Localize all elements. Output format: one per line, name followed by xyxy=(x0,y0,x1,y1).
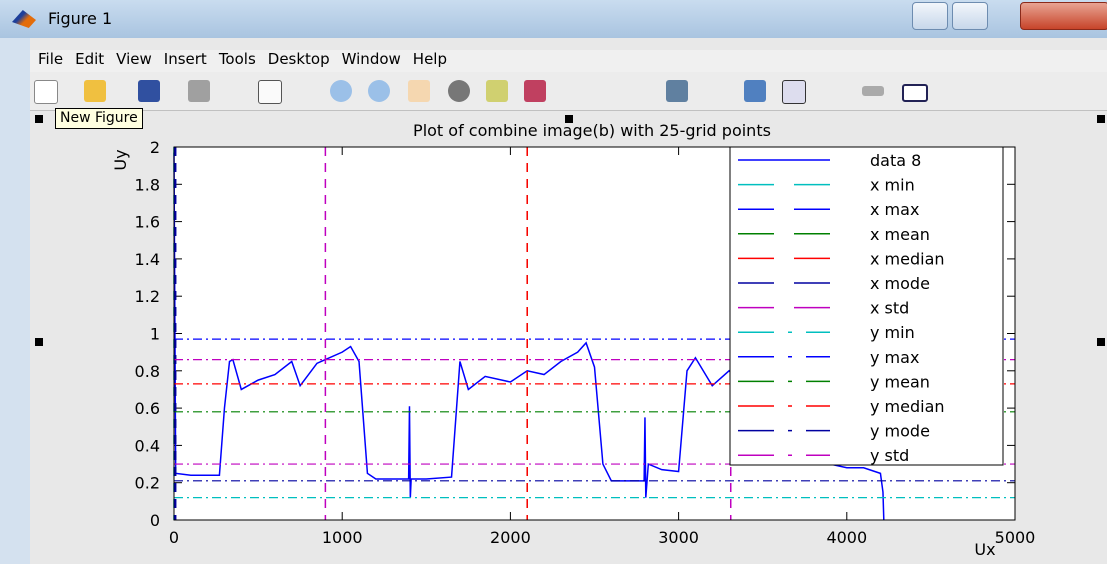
y-tick-label: 1.8 xyxy=(135,175,160,194)
legend-label: x mean xyxy=(870,225,930,244)
menu-item[interactable]: File xyxy=(38,50,64,68)
legend-label: x median xyxy=(870,249,945,268)
window-title: Figure 1 xyxy=(48,9,113,28)
axes-box xyxy=(173,146,1016,521)
data-cursor-icon[interactable] xyxy=(486,80,508,102)
data-line xyxy=(173,152,885,521)
legend-label: data 8 xyxy=(870,151,921,170)
colorbar-icon[interactable] xyxy=(744,80,766,102)
y-tick-label: 0 xyxy=(150,511,160,530)
close-button[interactable] xyxy=(1020,2,1107,30)
legend-label: y mode xyxy=(870,422,930,441)
zoom-in-icon[interactable] xyxy=(330,80,352,102)
x-axis-label: Ux xyxy=(974,540,995,559)
legend-label: x mode xyxy=(870,274,930,293)
save-icon[interactable] xyxy=(138,80,160,102)
y-axis-label: Uy xyxy=(111,149,130,170)
pan-icon[interactable] xyxy=(408,80,430,102)
x-tick-label: 2000 xyxy=(490,528,531,547)
toolbar xyxy=(30,72,1107,111)
x-tick-label: 0 xyxy=(169,528,179,547)
y-tick-label: 1.2 xyxy=(135,287,160,306)
legend-icon[interactable] xyxy=(782,80,806,104)
open-icon[interactable] xyxy=(84,80,106,102)
new-figure-icon[interactable] xyxy=(34,80,58,104)
chart-title: Plot of combine image(b) with 25-grid po… xyxy=(413,121,771,140)
y-tick-label: 1 xyxy=(150,325,160,344)
print-icon[interactable] xyxy=(188,80,210,102)
tooltip: New Figure xyxy=(55,108,143,129)
link-icon[interactable] xyxy=(666,80,688,102)
legend: data 8 x min x max x mean x median x mode x st… xyxy=(729,146,1004,466)
legend-label: x std xyxy=(870,299,909,318)
legend-label: x max xyxy=(870,200,919,219)
x-tick-label: 5000 xyxy=(995,528,1036,547)
edit-plot-icon[interactable] xyxy=(258,80,282,104)
legend-label: y std xyxy=(870,446,909,465)
minimize-button[interactable] xyxy=(912,2,948,30)
menu-item[interactable]: Insert xyxy=(163,50,207,68)
menu-item[interactable]: Edit xyxy=(75,50,105,68)
x-tick-label: 1000 xyxy=(322,528,363,547)
menu-bar: File Edit View Insert Tools Desktop Window Help xyxy=(30,50,1107,72)
legend-box xyxy=(729,146,1004,466)
handle xyxy=(35,338,43,346)
rotate-icon[interactable] xyxy=(448,80,470,102)
maximize-button[interactable] xyxy=(952,2,988,30)
x-tick-label: 3000 xyxy=(658,528,699,547)
handle xyxy=(1097,338,1105,346)
window-frame xyxy=(0,38,30,564)
y-tick-label: 0.4 xyxy=(135,436,160,455)
show-tools-icon[interactable] xyxy=(902,84,928,102)
x-tick-label: 4000 xyxy=(826,528,867,547)
legend-label: y median xyxy=(870,397,945,416)
legend-label: y mean xyxy=(870,372,930,391)
y-tick-label: 0.6 xyxy=(135,399,160,418)
menu-item[interactable]: Desktop xyxy=(267,50,330,68)
handle xyxy=(1097,115,1105,123)
hide-tools-icon[interactable] xyxy=(862,86,884,96)
zoom-out-icon[interactable] xyxy=(368,80,390,102)
menu-item[interactable]: Tools xyxy=(218,50,256,68)
y-tick-label: 0.2 xyxy=(135,474,160,493)
y-tick-label: 1.6 xyxy=(135,213,160,232)
brush-icon[interactable] xyxy=(524,80,546,102)
handle xyxy=(35,115,43,123)
y-tick-label: 1.4 xyxy=(135,250,160,269)
y-tick-label: 2 xyxy=(150,138,160,157)
menu-item[interactable]: Help xyxy=(412,50,447,68)
y-tick-label: 0.8 xyxy=(135,362,160,381)
legend-label: y min xyxy=(870,323,915,342)
menu-item[interactable]: Window xyxy=(341,50,401,68)
legend-label: y max xyxy=(870,348,919,367)
menu-item[interactable]: View xyxy=(116,50,152,68)
title-bar: Figure 1 xyxy=(0,0,1107,38)
handle xyxy=(565,115,573,123)
app-icon xyxy=(12,10,36,28)
legend-label: x min xyxy=(870,176,915,195)
